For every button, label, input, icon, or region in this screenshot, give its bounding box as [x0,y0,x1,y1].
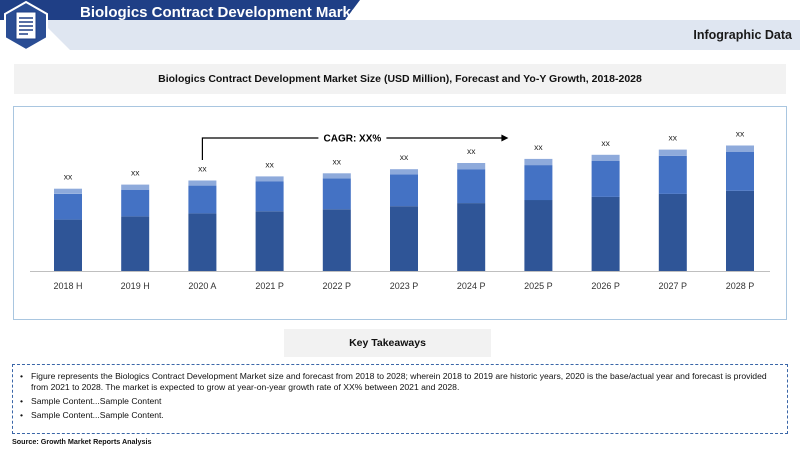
bar-segment-1 [658,193,687,271]
bar-segment-1 [457,203,486,271]
document-badge [4,0,48,52]
bar-segment-2 [726,151,754,191]
page-subtitle: Infographic Data [693,28,792,42]
bar-segment-2 [390,174,418,207]
bar-segment-1 [726,190,754,271]
x-tick-label: 2018 H [53,281,82,291]
data-label: xx [198,164,207,174]
bar-segment-3 [726,145,754,152]
cagr-annotation: CAGR: XX% [201,130,509,160]
x-tick-label: 2023 P [390,281,419,291]
bar-segment-3 [524,158,553,166]
key-takeaways-box: • Figure represents the Biologics Contrac… [12,364,788,434]
bars-layer [54,145,754,271]
bar-segment-1 [54,219,82,271]
takeaway-text: Sample Content...Sample Content [31,396,162,406]
bullet-icon: • [20,410,24,420]
chart-title: Biologics Contract Development Market Si… [14,64,786,94]
bar-segment-3 [322,173,351,179]
data-label: xx [669,133,678,143]
bar-segment-2 [457,169,486,204]
bar-segment-1 [255,211,284,271]
bar-segment-2 [591,160,620,197]
x-tick-label: 2028 P [726,281,755,291]
takeaways-list: • Figure represents the Biologics Contrac… [20,371,777,421]
bar-segment-2 [524,165,553,201]
takeaway-item: • Sample Content...Sample Content. [20,410,777,421]
cagr-label: CAGR: XX% [324,134,382,145]
x-tick-label: 2022 P [323,281,352,291]
bar-segment-3 [121,184,150,190]
x-tick-label: 2019 H [121,281,150,291]
x-tick-label: 2026 P [591,281,620,291]
bar-segment-1 [322,209,351,271]
cagr-label-bg [318,130,387,145]
data-label: xx [400,152,409,162]
data-label: xx [534,142,543,152]
source-note: Source: Growth Market Reports Analysis [12,437,152,446]
cagr-arrow [201,137,503,160]
key-takeaways-title: Key Takeaways [284,329,491,357]
bar-segment-2 [188,185,217,214]
bar-segment-1 [390,206,418,271]
data-label: xx [736,129,745,139]
header-banner [0,0,800,50]
bar-segment-1 [188,213,217,271]
bar-segment-1 [524,200,553,271]
page-title: Biologics Contract Development Market [80,4,365,21]
bullet-icon: • [20,396,24,406]
bar-segment-3 [457,163,486,170]
bar-chart: xx 2018 H xx 2019 H xx 2020 A xx 2021 P xx 2022 P… [30,129,770,292]
bar-segment-3 [188,180,217,186]
data-label: xx [601,138,610,148]
takeaway-text: Sample Content...Sample Content. [31,410,164,420]
bar-segment-1 [121,216,150,271]
bar-segment-3 [390,169,418,175]
bar-segment-3 [54,188,82,194]
takeaway-item: • Sample Content...Sample Content [20,396,777,407]
bar-segment-2 [658,155,687,194]
takeaway-item: • Figure represents the Biologics Contrac… [20,371,777,393]
x-tick-label: 2021 P [255,281,284,291]
chart-frame: xx 2018 H xx 2019 H xx 2020 A xx 2021 P xx 2022 P… [13,106,787,320]
x-tick-label: 2025 P [524,281,553,291]
bullet-icon: • [20,371,24,381]
x-tick-label: 2020 A [188,281,216,291]
cagr-arrow-head [501,134,509,142]
bar-segment-3 [591,154,620,161]
data-label: xx [467,146,476,156]
data-label: xx [64,172,73,182]
data-label: xx [131,168,140,178]
takeaway-text: Figure represents the Biologics Contract… [31,371,767,392]
labels-layer: xx 2018 H xx 2019 H xx 2020 A xx 2021 P xx 2022 P… [53,129,754,292]
bar-segment-1 [591,196,620,271]
x-tick-label: 2024 P [457,281,486,291]
bar-segment-3 [658,149,687,156]
bar-segment-3 [255,176,284,182]
x-tick-label: 2027 P [659,281,688,291]
bar-segment-2 [121,189,150,217]
bar-segment-2 [54,193,82,220]
bar-segment-2 [322,178,351,210]
bar-segment-2 [255,181,284,212]
document-icon [15,11,37,40]
data-label: xx [333,156,342,166]
data-label: xx [265,159,274,169]
banner-light-strip [40,20,800,50]
banner-dark-strip [0,0,360,20]
